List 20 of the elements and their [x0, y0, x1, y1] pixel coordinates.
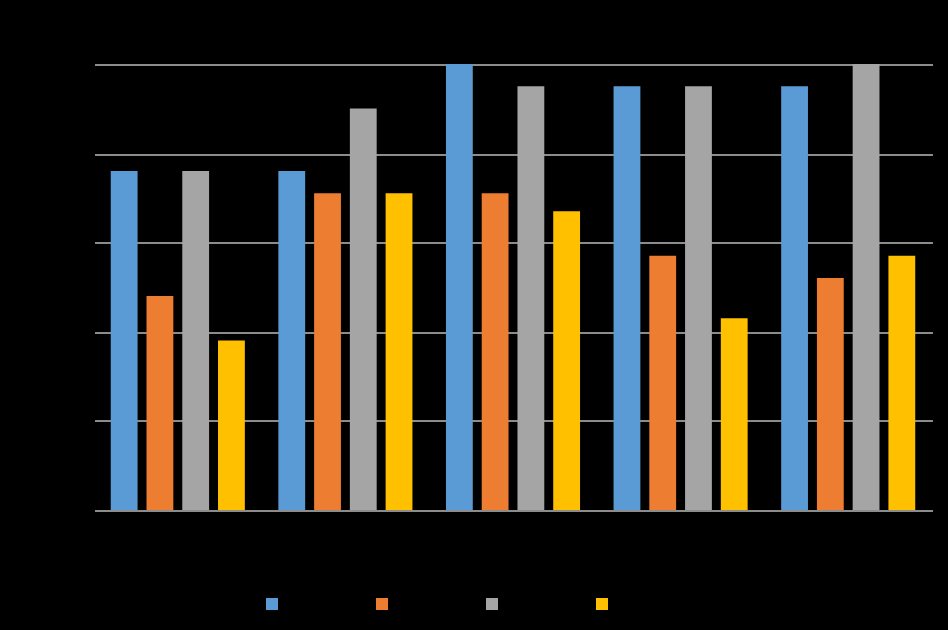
bar — [278, 171, 306, 510]
bar — [781, 86, 808, 510]
bar — [182, 171, 210, 510]
bar — [649, 255, 677, 510]
bar — [385, 193, 413, 510]
bar — [146, 295, 174, 510]
bar — [218, 340, 245, 510]
bar — [685, 86, 712, 510]
bar — [852, 64, 880, 510]
bar — [481, 193, 509, 510]
bar — [314, 193, 341, 510]
bar — [888, 255, 916, 510]
bar — [720, 318, 748, 510]
bar — [110, 171, 138, 510]
bar — [816, 278, 844, 510]
bar — [517, 86, 545, 510]
bar — [553, 211, 581, 510]
bar — [445, 64, 473, 510]
bar — [349, 108, 377, 510]
bar — [613, 86, 641, 510]
